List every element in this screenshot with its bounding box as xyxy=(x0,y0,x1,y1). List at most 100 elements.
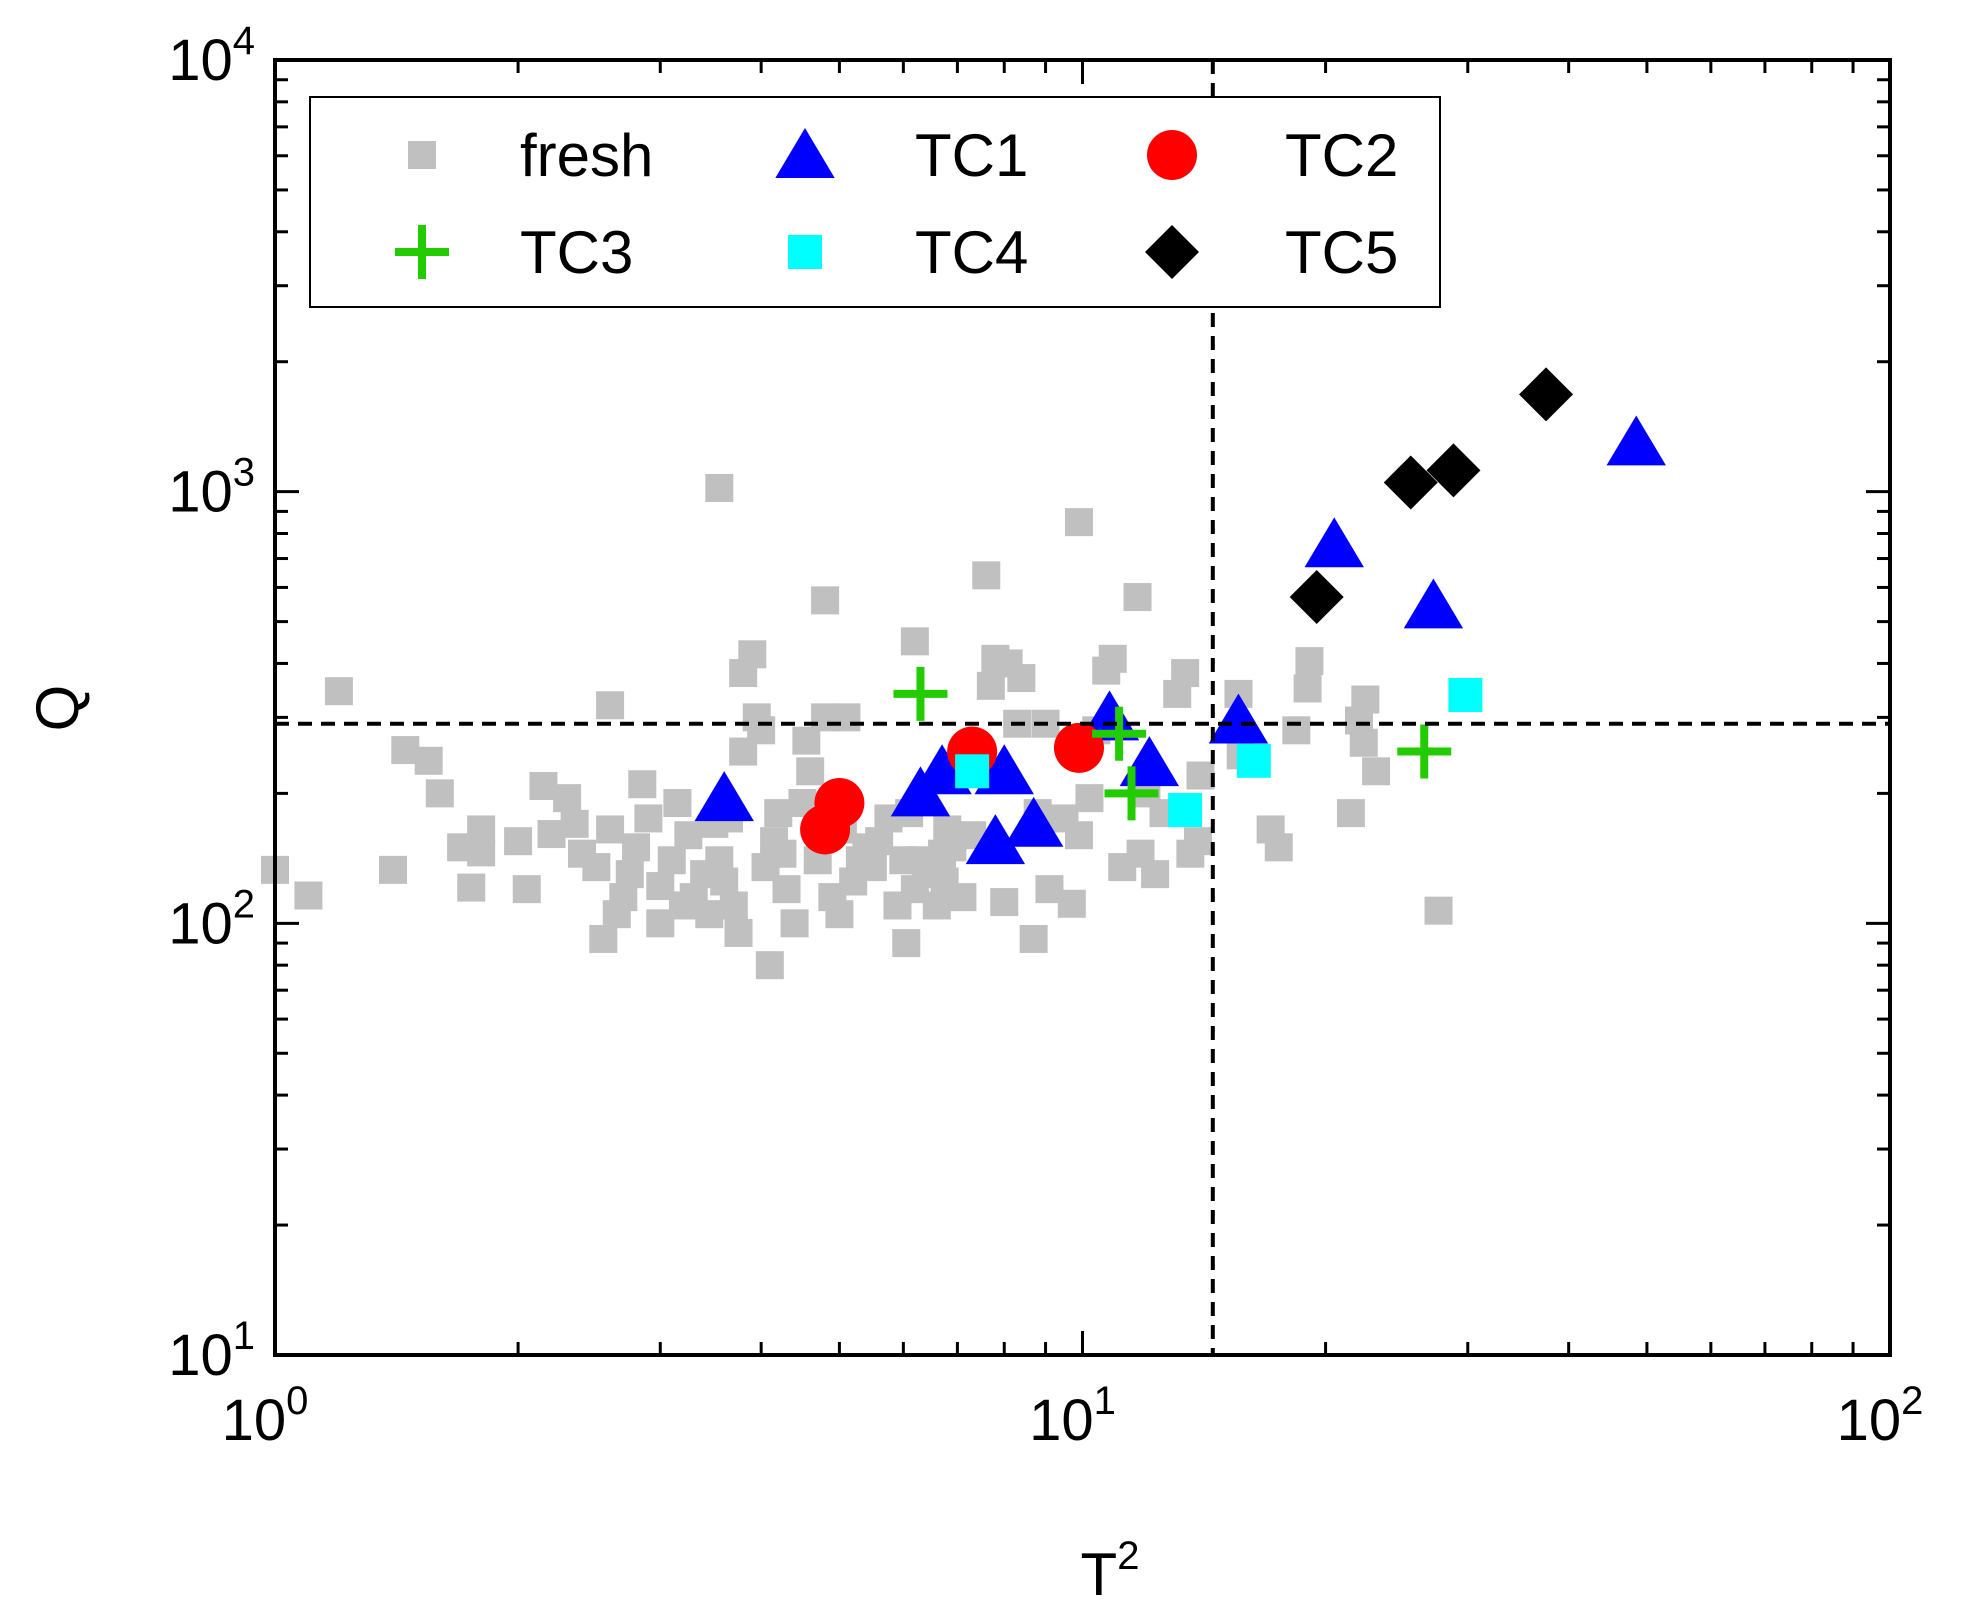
point-fresh xyxy=(1007,664,1036,693)
point-fresh xyxy=(1098,644,1127,673)
point-fresh xyxy=(512,875,541,904)
point-fresh xyxy=(622,833,651,862)
point-fresh xyxy=(425,779,454,808)
point-fresh xyxy=(1351,685,1380,714)
legend-label: TC5 xyxy=(1285,219,1398,286)
legend-label: TC1 xyxy=(915,122,1028,189)
legend-marker xyxy=(775,128,835,178)
point-tc5 xyxy=(1519,367,1574,422)
point-fresh xyxy=(1362,757,1391,786)
legend-marker xyxy=(408,141,436,169)
point-fresh xyxy=(1171,659,1200,688)
point-tc4 xyxy=(1236,743,1271,778)
point-fresh xyxy=(657,846,686,875)
point-tc1 xyxy=(694,771,754,822)
point-fresh xyxy=(589,924,618,953)
point-fresh xyxy=(1293,674,1322,703)
point-fresh xyxy=(628,770,657,799)
series-tc5 xyxy=(1289,367,1574,625)
point-fresh xyxy=(615,860,644,889)
point-fresh xyxy=(1075,784,1104,813)
point-fresh xyxy=(724,918,753,947)
point-fresh xyxy=(324,677,353,706)
point-tc1 xyxy=(1606,415,1666,466)
legend-marker xyxy=(1147,130,1197,180)
point-fresh xyxy=(900,627,929,656)
y-tick-label: 104 xyxy=(168,19,255,93)
point-fresh xyxy=(832,703,861,732)
point-tc2 xyxy=(1053,722,1104,773)
point-fresh xyxy=(1183,827,1212,856)
point-tc3 xyxy=(1104,766,1159,821)
point-fresh xyxy=(1295,647,1324,676)
legend-item-tc4: TC4 xyxy=(788,219,1028,286)
y-tick-label: 103 xyxy=(168,451,255,525)
point-fresh xyxy=(1141,860,1170,889)
point-tc3 xyxy=(893,666,948,721)
point-fresh xyxy=(705,473,734,502)
point-fresh xyxy=(378,855,407,884)
point-tc1 xyxy=(1304,517,1364,568)
legend: fresh TC1 TC2 TC3 TC4 TC5 xyxy=(309,96,1441,308)
point-fresh xyxy=(467,815,496,844)
point-fresh xyxy=(755,951,784,980)
point-tc3 xyxy=(1397,724,1452,779)
point-fresh xyxy=(738,640,767,669)
legend-label: fresh xyxy=(520,122,653,189)
x-tick-label: 100 xyxy=(222,1379,309,1453)
point-fresh xyxy=(922,891,951,920)
point-fresh xyxy=(1064,821,1093,850)
point-fresh xyxy=(414,746,443,775)
legend-item-tc2: TC2 xyxy=(1147,122,1398,189)
point-fresh xyxy=(529,772,558,801)
point-fresh xyxy=(1123,583,1152,612)
point-fresh xyxy=(1349,728,1378,757)
point-fresh xyxy=(596,691,625,720)
point-fresh xyxy=(634,804,663,833)
legend-item-tc5: TC5 xyxy=(1145,219,1398,286)
legend-item-tc3: TC3 xyxy=(395,219,633,286)
point-tc1 xyxy=(1003,796,1064,847)
point-fresh xyxy=(391,736,420,765)
point-fresh xyxy=(747,716,776,745)
legend-marker xyxy=(395,225,449,279)
point-tc4 xyxy=(1448,678,1483,713)
point-fresh xyxy=(796,757,825,786)
x-tick-label: 102 xyxy=(1837,1379,1924,1453)
series-tc1 xyxy=(694,415,1666,865)
legend-marker xyxy=(788,235,822,269)
point-fresh xyxy=(780,909,809,938)
axis-ticks xyxy=(273,60,1890,1357)
x-axis-label: T2 xyxy=(1081,1534,1140,1608)
point-fresh xyxy=(1424,896,1453,925)
point-tc1 xyxy=(974,744,1034,795)
point-fresh xyxy=(553,784,582,813)
series-fresh xyxy=(261,473,1453,980)
point-fresh xyxy=(892,929,921,958)
legend-label: TC4 xyxy=(915,219,1028,286)
series-tc4 xyxy=(955,678,1483,828)
point-fresh xyxy=(457,873,486,902)
point-fresh xyxy=(695,900,724,929)
point-tc2 xyxy=(814,778,865,829)
point-tc5 xyxy=(1383,455,1438,510)
plot-frame xyxy=(273,58,1892,1357)
point-tc1 xyxy=(1079,690,1140,741)
legend-item-tc1: TC1 xyxy=(775,122,1028,189)
point-tc4 xyxy=(955,754,990,789)
x-axis-label-superscript: 2 xyxy=(1117,1534,1139,1578)
legend-box xyxy=(309,96,1441,308)
point-fresh xyxy=(768,839,797,868)
legend-label: TC2 xyxy=(1285,122,1398,189)
point-fresh xyxy=(560,809,589,838)
point-tc1 xyxy=(1403,578,1464,629)
point-fresh xyxy=(1019,924,1048,953)
point-tc4 xyxy=(1168,793,1203,828)
point-tc5 xyxy=(1289,570,1344,625)
y-tick-label: 101 xyxy=(168,1314,255,1388)
x-tick-label: 101 xyxy=(1029,1379,1116,1453)
point-tc1 xyxy=(1208,693,1269,744)
point-tc1 xyxy=(965,814,1026,865)
point-fresh xyxy=(710,867,739,896)
